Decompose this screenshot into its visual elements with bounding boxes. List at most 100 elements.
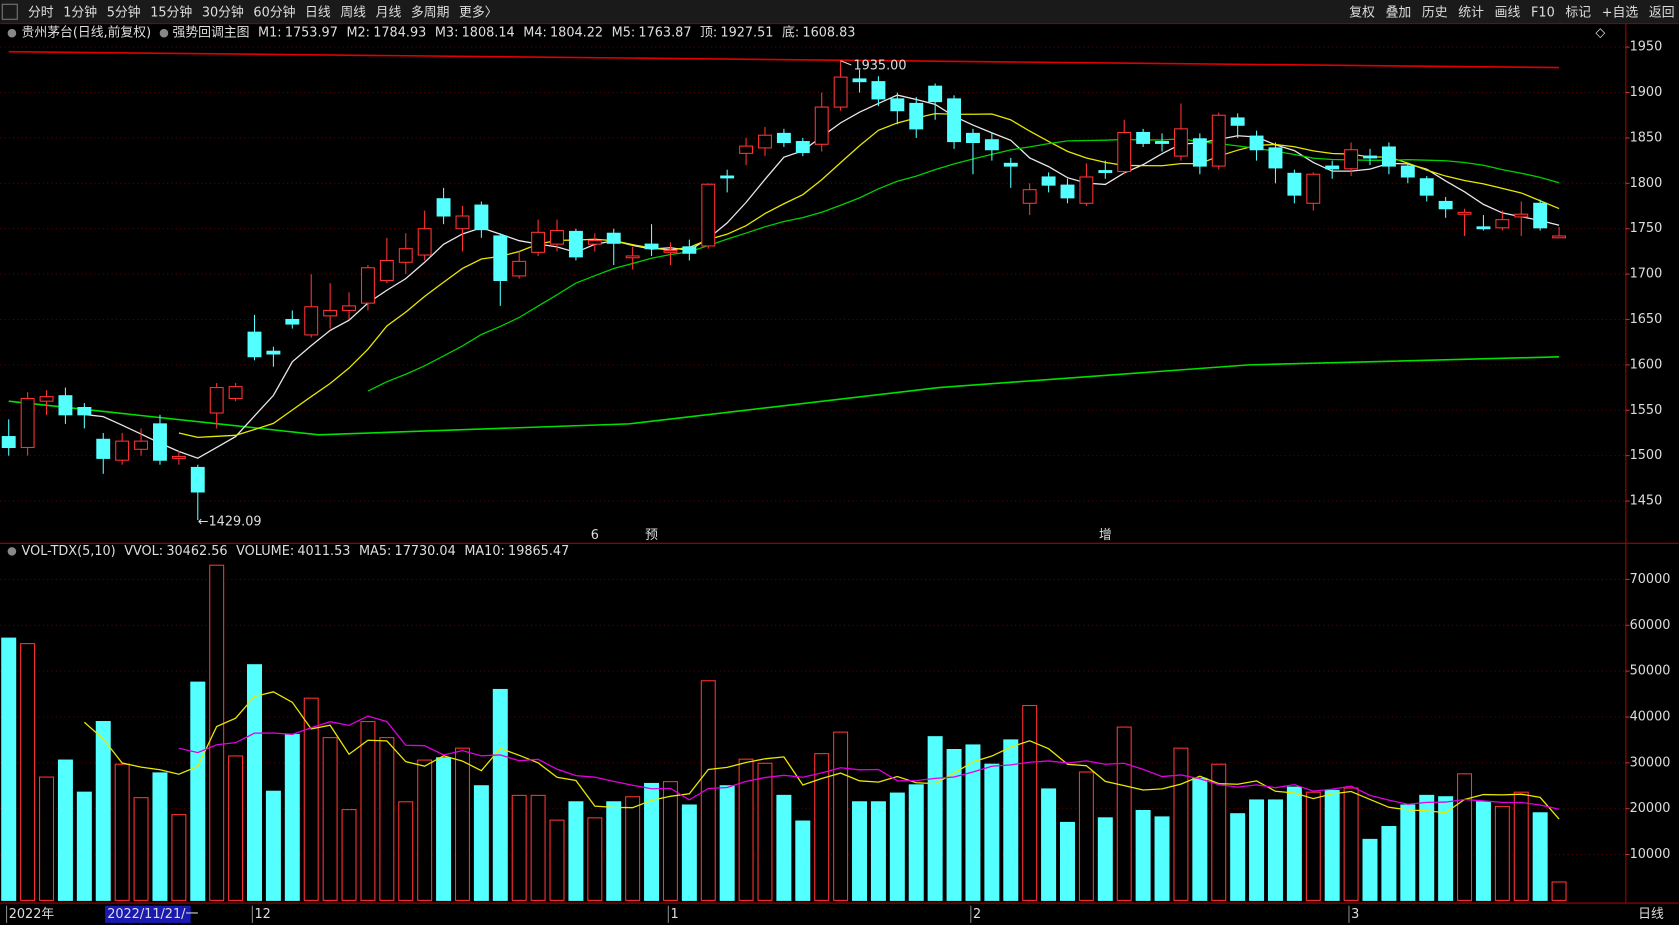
volume-bar <box>360 721 376 901</box>
toolbar-item[interactable]: 复权 <box>1349 4 1375 20</box>
volume-bar <box>1419 794 1435 901</box>
toolbar-item[interactable]: 多周期 <box>411 5 449 20</box>
candle-body <box>96 438 111 459</box>
event-marker[interactable]: 预 <box>645 528 658 543</box>
volume-bar <box>417 759 433 901</box>
candle-body <box>228 386 243 399</box>
y-tick-label: 1800 <box>1630 176 1663 191</box>
toolbar <box>0 0 1679 24</box>
volume-bar <box>606 801 622 901</box>
toolbar-item[interactable]: 月线 <box>376 5 402 20</box>
volume-bar <box>20 643 36 901</box>
y-tick-label: 1600 <box>1630 357 1663 372</box>
menu-icon[interactable] <box>1 3 18 20</box>
toolbar-item[interactable]: 5分钟 <box>107 4 141 20</box>
y-tick-label: 1700 <box>1630 267 1663 282</box>
header-icon[interactable] <box>7 28 17 38</box>
volume-bar <box>1116 726 1132 901</box>
candle-body <box>266 350 281 355</box>
candle-body <box>323 309 338 317</box>
candle-body <box>1344 149 1359 170</box>
candle-body <box>39 396 54 402</box>
candle-body <box>758 134 772 149</box>
candle-body <box>1457 211 1472 215</box>
candle-body <box>209 387 224 414</box>
x-tick-label: 2 <box>973 907 981 922</box>
volume-bar <box>1097 817 1113 901</box>
candle-body <box>1060 184 1075 199</box>
toolbar-item[interactable]: 更多〉 <box>459 5 497 20</box>
volume-bar <box>946 749 962 901</box>
candle-body <box>1533 202 1548 229</box>
volume-bar <box>776 794 792 901</box>
event-marker[interactable]: 6 <box>591 528 599 543</box>
panel-icon[interactable]: ◇ <box>1595 26 1605 41</box>
volume-bar <box>795 820 811 901</box>
toolbar-item[interactable]: 返回 <box>1649 5 1675 20</box>
candle-body <box>493 235 508 281</box>
volume-bar <box>927 736 943 901</box>
volume-bar <box>1305 791 1321 901</box>
toolbar-item[interactable]: 分时 <box>28 5 54 20</box>
candle-body <box>1400 165 1415 178</box>
toolbar-item[interactable]: 60分钟 <box>253 4 295 20</box>
volume-bar <box>1457 773 1473 901</box>
candle-body <box>1249 135 1264 151</box>
candle-body <box>644 243 659 250</box>
volume-bar <box>1154 816 1170 901</box>
indicator-label: M5: <box>612 26 636 41</box>
indicator-value: 1804.22 <box>550 26 603 41</box>
volume-bar <box>738 758 754 901</box>
x-tick-label: 3 <box>1351 907 1359 922</box>
y-tick-label: 70000 <box>1630 572 1671 587</box>
indicator-label: M2: <box>346 26 370 41</box>
cursor-box <box>105 905 191 923</box>
candle-body <box>909 102 924 130</box>
volume-bar <box>757 762 773 901</box>
toolbar-item[interactable]: 日线 <box>305 5 331 20</box>
toolbar-item[interactable]: +自选 <box>1602 5 1639 20</box>
candle-body <box>814 106 829 145</box>
toolbar-item[interactable]: F10 <box>1531 5 1555 20</box>
volume-bar <box>814 753 830 901</box>
toolbar-item[interactable]: 15分钟 <box>150 4 192 20</box>
header-icon[interactable] <box>159 28 169 38</box>
volume-bar <box>379 737 395 901</box>
toolbar-item[interactable]: 1分钟 <box>63 4 97 20</box>
volume-bar <box>341 809 357 901</box>
toolbar-item[interactable]: 标记 <box>1565 5 1591 20</box>
y-tick-label: 1550 <box>1630 403 1663 418</box>
candle-body <box>190 466 205 493</box>
indicator-value: 1927.51 <box>720 26 773 41</box>
volume-bar <box>284 733 300 901</box>
volume-bar <box>1211 763 1227 901</box>
candle-body <box>720 175 735 179</box>
indicator-value: 30462.56 <box>166 544 227 559</box>
cursor-label: 2022/11/21/一 <box>107 907 198 922</box>
event-marker[interactable]: 增 <box>1099 528 1112 543</box>
indicator-label: MA5: <box>359 544 391 559</box>
toolbar-item[interactable]: 叠加 <box>1386 5 1412 20</box>
volume-bar <box>568 801 584 901</box>
status-label[interactable]: 日线 <box>1638 907 1664 922</box>
volume-bar <box>190 681 206 901</box>
toolbar-item[interactable]: 30分钟 <box>202 4 244 20</box>
toolbar-item[interactable]: 统计 <box>1458 5 1484 20</box>
indicator-value: 17730.04 <box>395 544 456 559</box>
volume-bar <box>1286 786 1302 901</box>
volume-bar <box>1267 799 1283 901</box>
header-icon[interactable] <box>7 547 17 556</box>
candle-body <box>1136 131 1151 144</box>
toolbar-item[interactable]: 画线 <box>1495 5 1521 20</box>
candle-body <box>58 395 73 416</box>
annotation: ←1429.09 <box>198 515 262 530</box>
y-tick-label: 40000 <box>1630 709 1671 724</box>
volume-bar <box>1343 787 1359 901</box>
candle-body <box>550 229 564 245</box>
volume-bar <box>114 763 130 901</box>
toolbar-item[interactable]: 周线 <box>340 5 366 20</box>
volume-bar <box>908 784 924 901</box>
toolbar-item[interactable]: 历史 <box>1422 5 1448 20</box>
volume-bar <box>1362 838 1378 901</box>
